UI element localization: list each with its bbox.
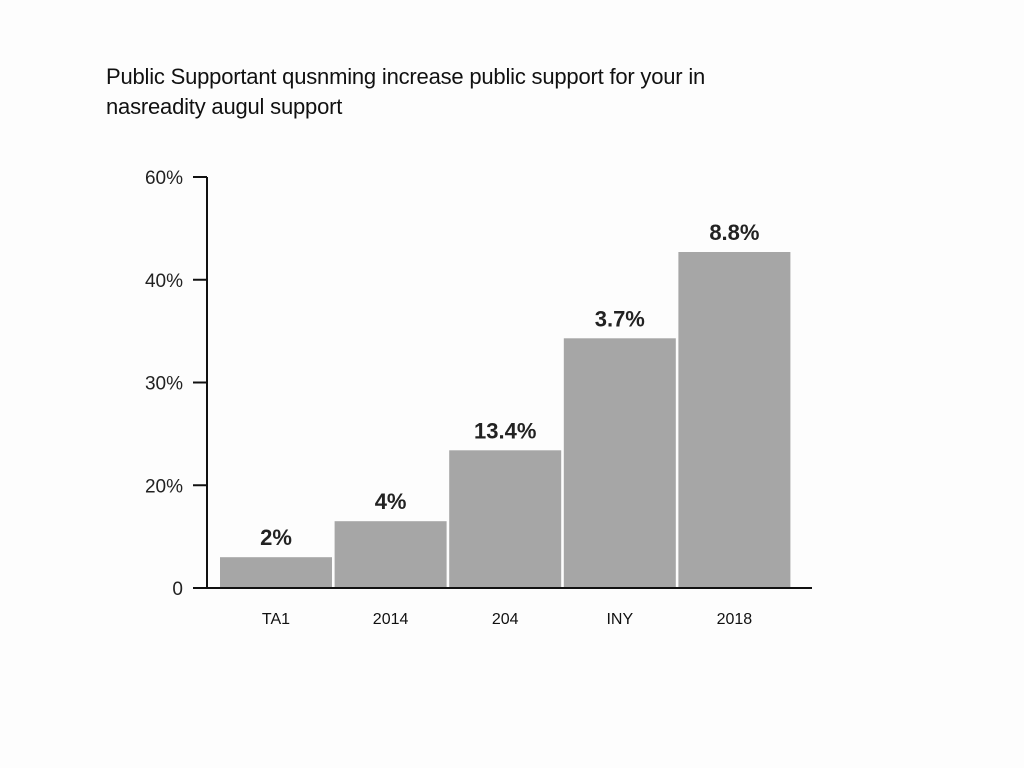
labels-group: 2% TA1 4% 2014 13.4% 204 3.7% IΝY 8.8% 2018 0 20% 30… <box>145 168 760 628</box>
bar-value-label-2: 4% <box>375 489 407 514</box>
x-tick-label-4: IΝY <box>606 611 633 628</box>
bar-value-label-4: 3.7% <box>595 306 645 331</box>
chart-title: Public Supportant qusnming increase publ… <box>106 62 826 122</box>
bar-2 <box>334 521 447 588</box>
x-tick-label-2: 2014 <box>373 611 409 628</box>
bar-value-label-5: 8.8% <box>709 220 759 245</box>
bar-value-label-3: 13.4% <box>474 418 536 443</box>
y-tick-label-4: 40% <box>145 271 183 292</box>
bar-5 <box>678 252 791 588</box>
y-tick-label-2: 20% <box>145 476 183 497</box>
y-tick-label-3: 30% <box>145 374 183 395</box>
x-tick-label-3: 204 <box>492 611 519 628</box>
chart-title-line-1: Public Supportant qusnming increase publ… <box>106 64 706 89</box>
x-tick-label-5: 2018 <box>717 611 753 628</box>
x-tick-label-1: TA1 <box>262 611 290 628</box>
bar-4 <box>563 338 676 588</box>
bar-3 <box>449 450 562 588</box>
bar-1 <box>220 557 332 588</box>
axes-group <box>193 176 812 589</box>
y-tick-label-5: 60% <box>145 168 183 189</box>
chart-title-line-2: nasreadity augul support <box>106 94 343 119</box>
bars-group <box>220 252 791 588</box>
y-tick-label-1: 0 <box>172 579 183 600</box>
bar-value-label-1: 2% <box>260 525 292 550</box>
